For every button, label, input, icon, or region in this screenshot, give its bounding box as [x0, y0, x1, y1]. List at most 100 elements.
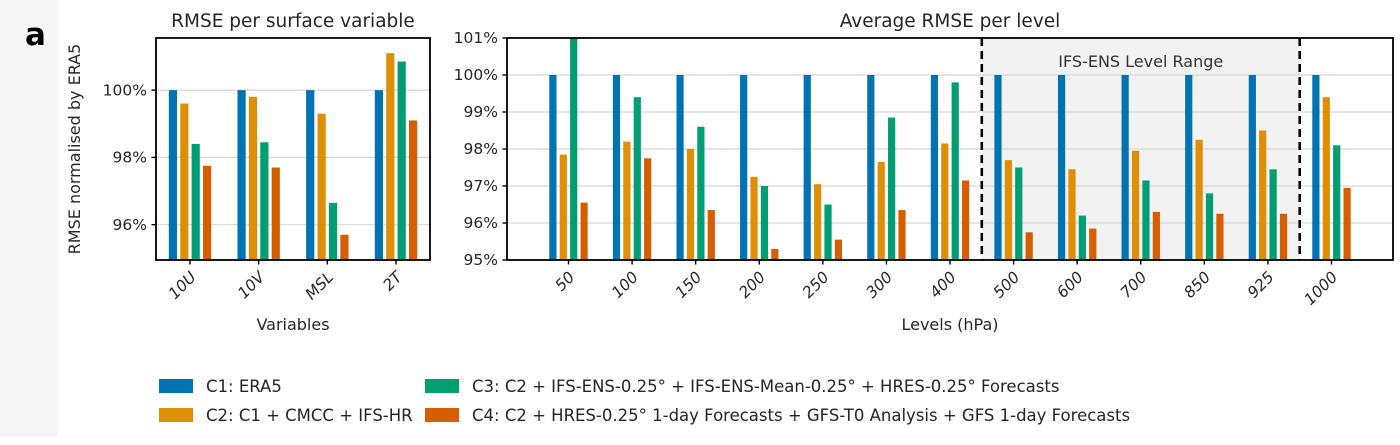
bar-C4-MSL [340, 234, 349, 260]
bar-C4-10V [271, 167, 280, 260]
bar-C1-2T [374, 90, 383, 260]
x-tick-label: 250 [799, 268, 833, 302]
legend-item-c1: C1: ERA5 [159, 375, 282, 397]
bar-C3-10U [191, 143, 200, 260]
x-tick-label: 500 [990, 268, 1024, 302]
chart-title: Average RMSE per level [840, 11, 1061, 32]
bar-C3-MSL [328, 202, 338, 260]
legend-swatch-c2 [159, 408, 193, 422]
y-tick-label: 95% [464, 251, 498, 269]
bar-C4-200 [771, 248, 779, 260]
bar-C3-700 [1142, 180, 1150, 260]
y-tick-label: 96% [464, 214, 498, 232]
bar-C2-925 [1259, 130, 1267, 260]
bar-C3-50 [570, 38, 578, 260]
bar-C3-500 [1015, 167, 1023, 260]
y-tick-label: 99% [464, 103, 498, 121]
bar-C3-850 [1205, 193, 1214, 260]
x-tick-label: 200 [735, 268, 769, 302]
bar-C4-1000 [1343, 187, 1351, 260]
bar-C3-400 [951, 82, 959, 261]
bar-C2-400 [941, 143, 949, 260]
bar-C4-300 [898, 210, 906, 260]
y-tick-label: 101% [454, 29, 498, 47]
bar-C1-600 [1057, 75, 1066, 260]
legend-label-c4: C4: C2 + HRES-0.25° 1-day Forecasts + GF… [472, 405, 1131, 425]
legend-label-c1: C1: ERA5 [206, 376, 282, 396]
bar-C4-2T [409, 120, 418, 260]
bar-C4-10U [203, 165, 212, 260]
x-axis-label: Variables [256, 315, 329, 334]
bar-C4-850 [1216, 213, 1224, 260]
x-axis-label: Levels (hPa) [901, 315, 998, 334]
bar-C2-300 [877, 161, 885, 260]
bar-C2-200 [750, 176, 758, 260]
bar-C1-500 [994, 75, 1002, 260]
x-tick-label: 600 [1053, 268, 1087, 302]
bar-C1-150 [676, 75, 684, 260]
x-tick-label: MSL [302, 268, 337, 303]
bar-C1-10V [237, 90, 246, 260]
y-tick-label: 98% [113, 149, 147, 167]
legend-swatch-c1 [159, 379, 193, 393]
bar-C2-600 [1068, 169, 1076, 260]
bar-C3-200 [760, 186, 769, 260]
legend-item-c3: C3: C2 + IFS-ENS-0.25° + IFS-ENS-Mean-0.… [425, 375, 1059, 397]
bar-C1-700 [1121, 75, 1129, 260]
x-tick-label: 10U [165, 268, 200, 303]
band-label: IFS-ENS Level Range [1058, 52, 1223, 71]
x-tick-label: 2T [379, 267, 406, 294]
bar-C1-925 [1248, 75, 1256, 260]
y-tick-label: 98% [464, 140, 498, 158]
y-tick-label: 100% [454, 66, 498, 84]
bar-C1-1000 [1312, 75, 1320, 260]
legend-swatch-c3 [425, 379, 459, 393]
legend-item-c4: C4: C2 + HRES-0.25° 1-day Forecasts + GF… [425, 404, 1130, 426]
page-margin-strip [0, 0, 58, 437]
legend-item-c2: C2: C1 + CMCC + IFS-HR [159, 404, 413, 426]
bar-C4-250 [834, 239, 843, 260]
y-tick-label: 100% [103, 81, 147, 99]
bar-C4-700 [1152, 211, 1160, 260]
bar-C1-50 [549, 75, 557, 260]
bar-C2-500 [1004, 160, 1012, 260]
y-tick-label: 96% [113, 216, 147, 234]
bar-C3-250 [824, 204, 832, 260]
chart-title: RMSE per surface variable [171, 11, 415, 32]
bar-C1-MSL [306, 90, 315, 260]
bar-C3-925 [1269, 169, 1277, 260]
x-tick-label: 400 [926, 268, 960, 302]
charts-canvas: 96% 98% 100% 10U 10V MSL 2T RMSE per surface va… [65, 11, 1394, 334]
legend: C1: ERA5 C2: C1 + CMCC + IFS-HR C3: C2 +… [0, 370, 1400, 440]
bar-C3-2T [397, 61, 406, 260]
bar-C2-10U [180, 103, 189, 260]
bar-C2-250 [814, 184, 822, 260]
bar-C3-300 [888, 117, 896, 260]
legend-label-c3: C3: C2 + IFS-ENS-0.25° + IFS-ENS-Mean-0.… [472, 376, 1060, 396]
bar-C1-850 [1185, 75, 1193, 260]
bar-C4-925 [1279, 213, 1288, 260]
bar-C4-100 [644, 158, 652, 260]
x-tick-label: 100 [608, 268, 642, 302]
x-tick-label: 1000 [1301, 268, 1342, 309]
legend-swatch-c4 [425, 408, 459, 422]
bar-C2-2T [386, 53, 395, 260]
bar-C4-400 [962, 180, 970, 260]
bar-C2-MSL [317, 113, 326, 261]
bar-C2-150 [686, 149, 695, 260]
bar-C3-10V [260, 142, 269, 260]
bar-C2-1000 [1322, 97, 1330, 260]
x-tick-label: 925 [1244, 268, 1278, 302]
bar-C4-50 [580, 202, 588, 260]
bar-C1-300 [867, 75, 875, 260]
bar-C1-100 [612, 75, 621, 260]
bar-C1-200 [740, 75, 748, 260]
panel-label: a [25, 17, 46, 53]
x-tick-label: 700 [1117, 268, 1151, 302]
bar-C3-100 [633, 97, 641, 260]
x-tick-label: 150 [672, 268, 706, 302]
bar-C1-10U [168, 90, 177, 260]
y-axis-label: RMSE normalised by ERA5 [65, 44, 84, 255]
bar-C3-600 [1078, 215, 1086, 260]
bar-C4-500 [1025, 232, 1033, 260]
